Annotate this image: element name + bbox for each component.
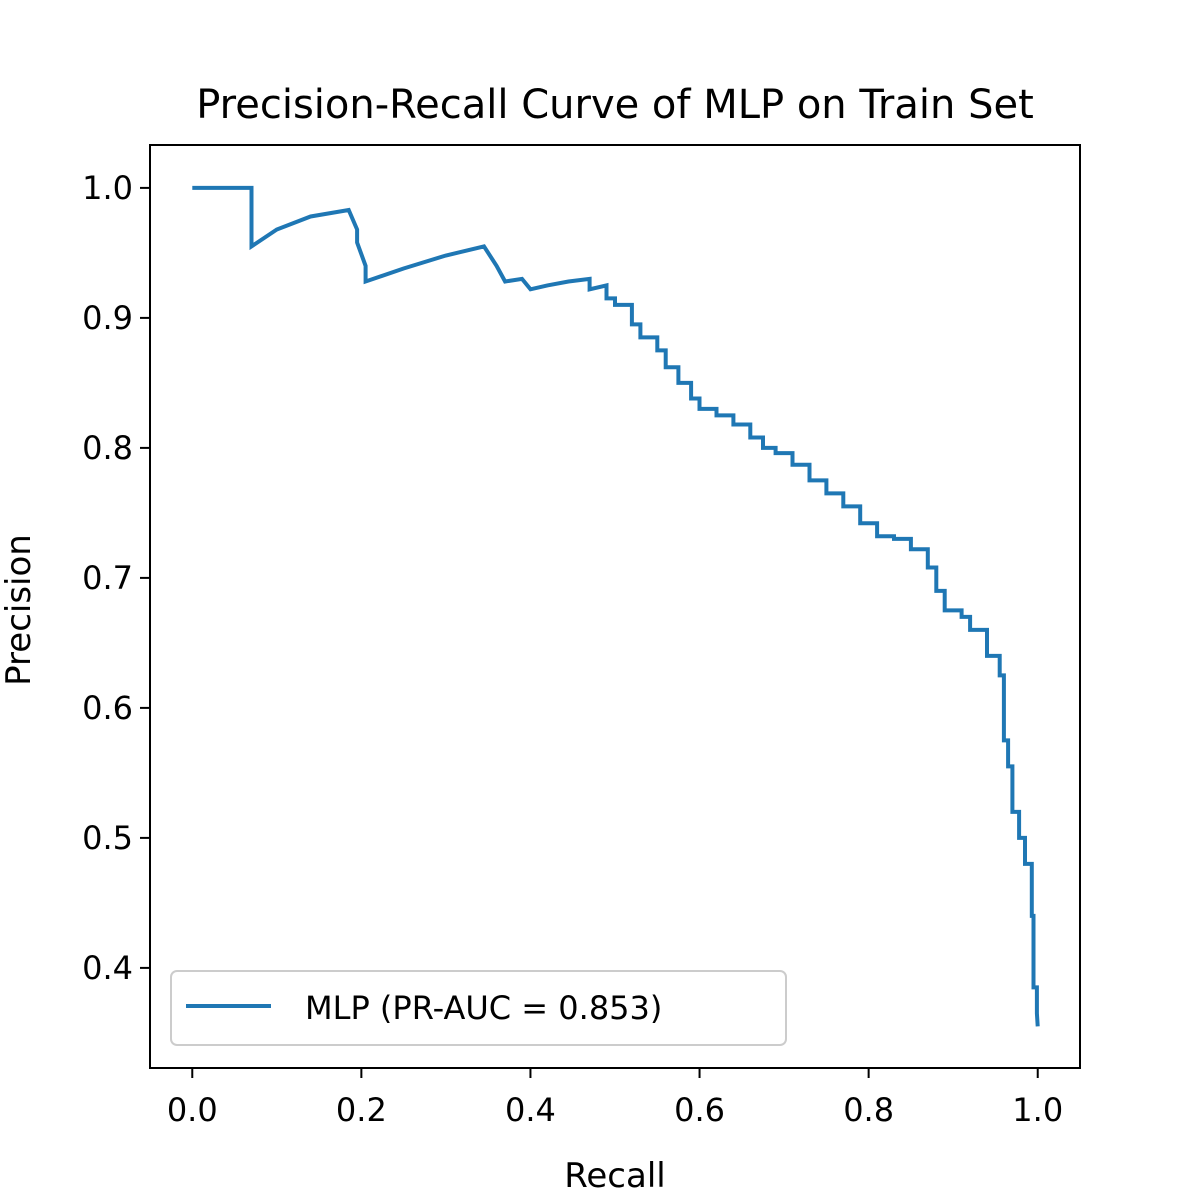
y-axis-label: Precision bbox=[0, 534, 39, 686]
x-tick-label: 0.4 bbox=[505, 1091, 556, 1129]
plot-area bbox=[192, 185, 1040, 1027]
chart-title: Precision-Recall Curve of MLP on Train S… bbox=[196, 82, 1034, 128]
y-tick-label: 0.7 bbox=[82, 559, 133, 597]
x-tick-label: 1.0 bbox=[1012, 1091, 1063, 1129]
legend: MLP (PR-AUC = 0.853) bbox=[170, 970, 787, 1046]
x-axis: 0.0 0.2 0.4 0.6 0.8 1.0 bbox=[167, 1068, 1063, 1129]
x-tick-label: 0.6 bbox=[674, 1091, 725, 1129]
y-tick-label: 0.4 bbox=[82, 949, 133, 987]
series-line-0 bbox=[192, 185, 1040, 1027]
x-axis-label: Recall bbox=[564, 1156, 665, 1196]
y-tick-label: 0.6 bbox=[82, 689, 133, 727]
legend-box bbox=[170, 970, 787, 1046]
x-tick-label: 0.0 bbox=[167, 1091, 218, 1129]
y-tick-label: 1.0 bbox=[82, 169, 133, 207]
x-tick-label: 0.8 bbox=[843, 1091, 894, 1129]
axes-frame bbox=[149, 144, 1081, 1069]
y-tick-label: 0.5 bbox=[82, 819, 133, 857]
y-tick-label: 0.8 bbox=[82, 429, 133, 467]
x-tick-label: 0.2 bbox=[336, 1091, 387, 1129]
y-tick-label: 0.9 bbox=[82, 299, 133, 337]
legend-entry-label: MLP (PR-AUC = 0.853) bbox=[305, 989, 662, 1027]
y-axis: 0.4 0.5 0.6 0.7 0.8 0.9 1.0 bbox=[82, 169, 150, 987]
